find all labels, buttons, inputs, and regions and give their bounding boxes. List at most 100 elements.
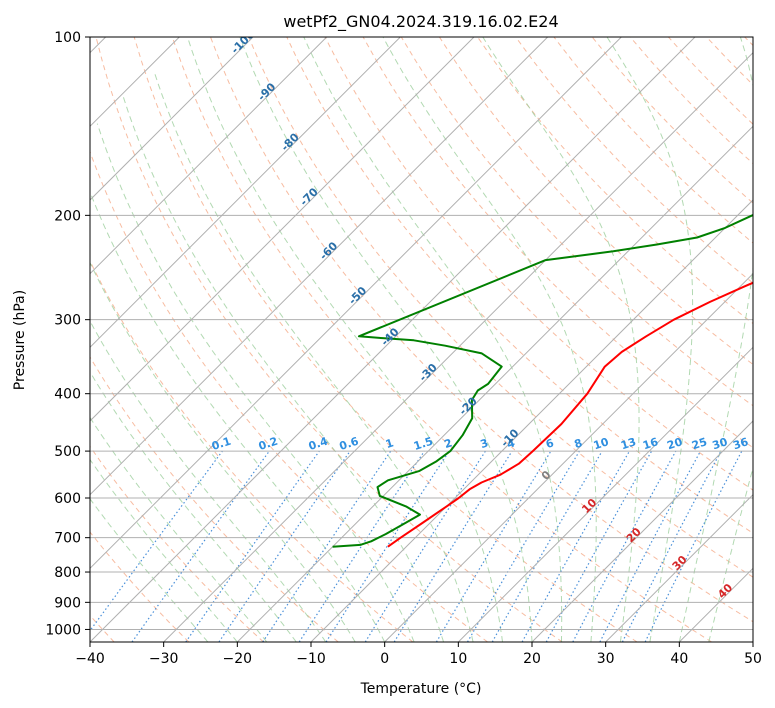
x-tick-label: 10 (449, 651, 467, 667)
dry-adiabat (133, 37, 638, 642)
isotherm-line (90, 37, 475, 422)
dry-adiabat (248, 37, 753, 578)
profiles (332, 213, 753, 548)
isotherm-line (236, 125, 753, 642)
mixing-ratio-label: 1 (384, 436, 395, 451)
mixing-ratio-line (131, 450, 270, 642)
mixing-ratio-line (90, 450, 223, 632)
dry-adiabat (438, 37, 753, 366)
dry-adiabat (210, 37, 753, 623)
mixing-ratio-label: 30 (711, 435, 730, 452)
moist-adiabat (482, 37, 640, 642)
mixing-ratio-line (325, 450, 450, 642)
plot-frame (89, 36, 754, 643)
y-tick-label: 200 (54, 208, 81, 224)
y-axis-title: Pressure (hPa) (12, 290, 28, 390)
moist-adiabat (239, 37, 533, 642)
mixing-ratio-label: 4 (505, 436, 517, 451)
isotherms (90, 37, 753, 642)
moist-adiabat (708, 465, 753, 642)
mixing-ratio-label: 20 (665, 435, 684, 452)
y-tick-label: 700 (54, 531, 81, 547)
y-tick-label: 100 (54, 30, 81, 46)
moist-adiabat (303, 37, 563, 642)
mixing-ratio-label: 0.6 (338, 434, 361, 452)
y-axis: 1000 900 800 700 600 500 400 300 200 100 (45, 30, 90, 638)
moist-adiabat (90, 370, 297, 642)
mixing-ratio-line (393, 450, 513, 642)
y-tick-label: 600 (54, 491, 81, 507)
mixing-ratio-line (521, 450, 631, 642)
mixing-ratio-label: 10 (592, 435, 611, 452)
isotherm-line (531, 420, 753, 642)
mixing-ratio-label: 13 (619, 435, 638, 452)
isotherm-line (90, 37, 549, 496)
x-axis-title: Temperature (°C) (360, 681, 482, 697)
isotherm-line (90, 37, 328, 275)
mixing-ratio-line (298, 450, 425, 642)
isotherm-line (384, 272, 753, 642)
plot-area: 0.1 0.2 0.4 0.6 1 1.5 2 3 4 6 8 10 13 16 20 25 30 36-100-… (90, 37, 753, 642)
temperature-profile (387, 281, 753, 548)
mixing-ratio-label: 36 (731, 435, 750, 452)
mixing-ratio-line (545, 450, 653, 642)
mixing-ratio-label: 3 (479, 436, 490, 451)
dry-adiabat (90, 445, 264, 642)
dry-adiabat (515, 37, 753, 284)
dry-adiabat (400, 37, 753, 407)
mixing-ratio-label: 25 (690, 435, 709, 452)
mixing-ratio-label: 8 (573, 436, 584, 451)
y-tick-label: 500 (54, 444, 81, 460)
dry-adiabat (90, 150, 488, 642)
moist-adiabat (90, 497, 209, 642)
mixing-ratio-label: 16 (641, 435, 660, 452)
moist-adiabat (90, 320, 327, 642)
x-tick-label: 40 (670, 651, 688, 667)
isotherm-line (90, 37, 254, 201)
moist-adiabat (187, 37, 503, 642)
y-tick-label: 900 (54, 595, 81, 611)
y-tick-label: 400 (54, 387, 81, 403)
dry-adiabats (90, 37, 753, 642)
dry-adiabat (95, 37, 563, 642)
mixing-ratio-line (262, 450, 392, 642)
x-tick-label: 20 (523, 651, 541, 667)
dewpoint-profile (332, 213, 753, 548)
isotherm-line (605, 493, 753, 642)
moist-adiabat (96, 123, 415, 642)
mixing-ratio-label: 0.2 (257, 435, 280, 453)
mixing-ratio-lines (90, 450, 743, 642)
mixing-ratio-label: 0.1 (210, 435, 233, 453)
mixing-ratio-label: 0.4 (307, 434, 330, 452)
moist-adiabat (154, 72, 474, 642)
x-tick-label: −30 (149, 651, 179, 667)
x-tick-label: −20 (223, 651, 253, 667)
y-tick-label: 800 (54, 565, 81, 581)
chart-title: wetPf2_GN04.2024.319.16.02.E24 (283, 12, 558, 32)
mixing-ratio-line (644, 450, 743, 642)
plot-background (90, 37, 753, 642)
moist-adiabat (90, 416, 268, 642)
moist-adiabat (606, 37, 694, 642)
y-tick-label: 300 (54, 313, 81, 329)
mixing-ratio-line (185, 450, 320, 642)
x-tick-label: 30 (597, 651, 615, 667)
x-tick-label: −40 (75, 651, 105, 667)
mixing-ratio-label: 1.5 (412, 435, 435, 453)
moist-adiabat (90, 261, 356, 642)
moist-adiabat (122, 94, 445, 642)
mixing-ratio-line (218, 450, 351, 642)
mixing-ratio-label: 2 (443, 436, 454, 451)
mixing-ratio-label: 6 (544, 436, 556, 451)
dry-adiabat (171, 37, 712, 642)
x-tick-label: 0 (380, 651, 389, 667)
isotherm-line (457, 346, 753, 642)
dry-adiabat (90, 531, 190, 642)
isotherm-line (163, 51, 753, 642)
moist-adiabat (678, 37, 753, 642)
isotherm-line (90, 37, 622, 570)
isobars (90, 37, 753, 630)
dry-adiabat (90, 356, 339, 642)
moist-adiabat (382, 37, 597, 642)
